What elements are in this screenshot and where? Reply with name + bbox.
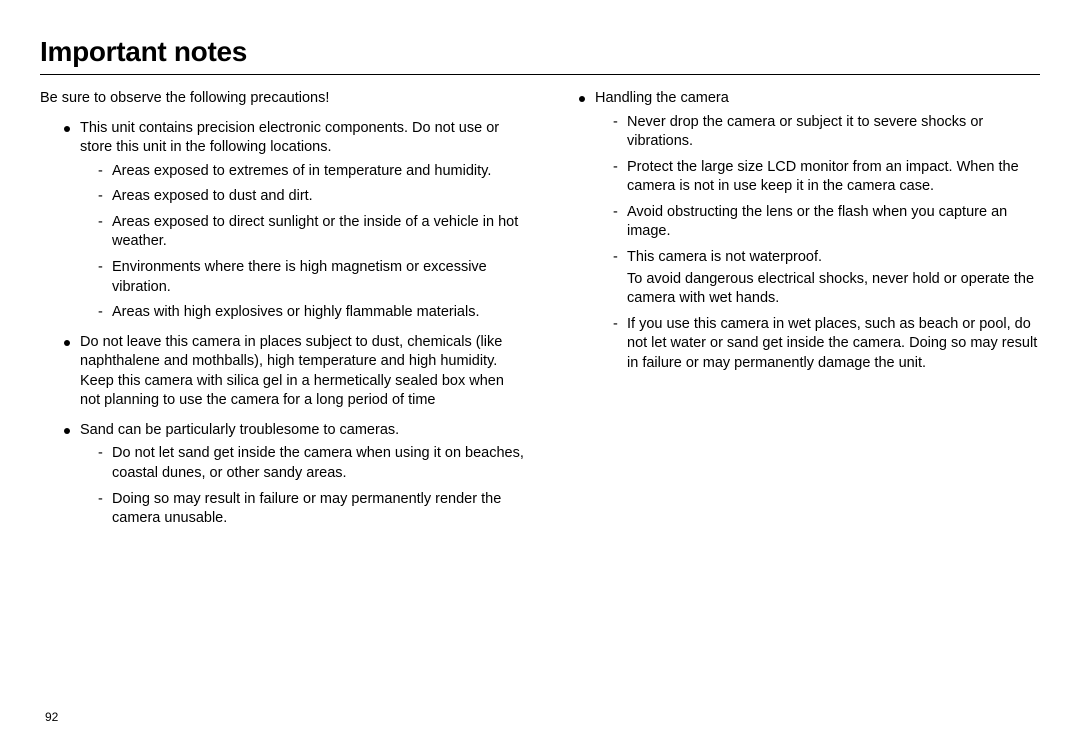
- dash-text: Areas exposed to dust and dirt.: [112, 187, 525, 207]
- page-title: Important notes: [40, 36, 1040, 75]
- bullet-text: This unit contains precision electronic …: [80, 120, 499, 156]
- left-bullet-list: This unit contains precision electronic …: [40, 119, 525, 529]
- dash-text: Areas with high explosives or highly fla…: [112, 303, 525, 323]
- dash-item: Areas exposed to direct sunlight or the …: [98, 213, 525, 252]
- left-column: Be sure to observe the following precaut…: [40, 89, 525, 539]
- right-column: Handling the camera Never drop the camer…: [555, 89, 1040, 539]
- bullet-text: Handling the camera: [595, 90, 729, 106]
- right-bullet-list: Handling the camera Never drop the camer…: [555, 89, 1040, 373]
- dash-text: If you use this camera in wet places, su…: [627, 315, 1040, 374]
- dash-item: If you use this camera in wet places, su…: [613, 315, 1040, 374]
- dash-text: Do not let sand get inside the camera wh…: [112, 444, 525, 483]
- dash-text: Environments where there is high magneti…: [112, 258, 525, 297]
- content-columns: Be sure to observe the following precaut…: [40, 89, 1040, 539]
- dash-extra-text: To avoid dangerous electrical shocks, ne…: [627, 270, 1040, 309]
- dash-text: Never drop the camera or subject it to s…: [627, 113, 1040, 152]
- dash-item: Areas with high explosives or highly fla…: [98, 303, 525, 323]
- dash-list: Do not let sand get inside the camera wh…: [80, 444, 525, 528]
- dash-item: Do not let sand get inside the camera wh…: [98, 444, 525, 483]
- dash-item: This camera is not waterproof. To avoid …: [613, 248, 1040, 309]
- bullet-text: Do not leave this camera in places subje…: [80, 334, 504, 409]
- dash-item: Doing so may result in failure or may pe…: [98, 490, 525, 529]
- dash-text: Areas exposed to direct sunlight or the …: [112, 213, 525, 252]
- dash-text: This camera is not waterproof.: [627, 248, 1040, 268]
- bullet-item: Sand can be particularly troublesome to …: [64, 421, 525, 529]
- intro-text: Be sure to observe the following precaut…: [40, 89, 525, 109]
- dash-item: Environments where there is high magneti…: [98, 258, 525, 297]
- dash-list: Never drop the camera or subject it to s…: [595, 113, 1040, 374]
- dash-item: Avoid obstructing the lens or the flash …: [613, 203, 1040, 242]
- dash-text: Avoid obstructing the lens or the flash …: [627, 203, 1040, 242]
- dash-item: Areas exposed to extremes of in temperat…: [98, 162, 525, 182]
- bullet-item: This unit contains precision electronic …: [64, 119, 525, 323]
- dash-list: Areas exposed to extremes of in temperat…: [80, 162, 525, 323]
- dash-item: Protect the large size LCD monitor from …: [613, 158, 1040, 197]
- bullet-text: Sand can be particularly troublesome to …: [80, 422, 399, 438]
- dash-text: Doing so may result in failure or may pe…: [112, 490, 525, 529]
- dash-text: Protect the large size LCD monitor from …: [627, 158, 1040, 197]
- manual-page: Important notes Be sure to observe the f…: [0, 0, 1080, 746]
- dash-text: Areas exposed to extremes of in temperat…: [112, 162, 525, 182]
- page-number: 92: [45, 710, 58, 724]
- dash-item: Areas exposed to dust and dirt.: [98, 187, 525, 207]
- bullet-item: Handling the camera Never drop the camer…: [579, 89, 1040, 373]
- dash-item: Never drop the camera or subject it to s…: [613, 113, 1040, 152]
- bullet-item: Do not leave this camera in places subje…: [64, 333, 525, 411]
